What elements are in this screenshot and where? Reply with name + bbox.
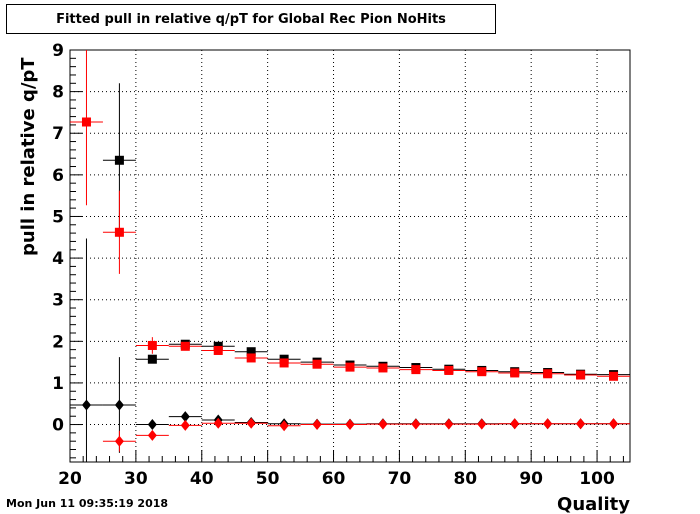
- chart-title-box: Fitted pull in relative q/pT for Global …: [6, 4, 496, 34]
- data-point-diamond: [180, 419, 190, 431]
- y-tick-label: 4: [52, 249, 64, 269]
- data-point-square: [576, 370, 586, 380]
- y-tick-label: 5: [52, 207, 64, 227]
- data-point-diamond: [246, 417, 256, 429]
- x-tick-label: 80: [453, 469, 477, 489]
- data-point-diamond: [114, 399, 124, 411]
- x-tick-label: 50: [256, 469, 280, 489]
- data-point-diamond: [147, 419, 157, 431]
- y-tick-label: 6: [52, 166, 64, 186]
- y-tick-label: 7: [52, 124, 64, 144]
- x-tick-label: 20: [58, 469, 82, 489]
- x-tick-label: 90: [519, 469, 543, 489]
- x-tick-label: 30: [124, 469, 148, 489]
- data-point-square: [246, 353, 256, 363]
- data-point-square: [477, 367, 487, 377]
- data-point-square: [180, 341, 190, 351]
- data-point-square: [378, 363, 388, 373]
- data-point-diamond: [147, 429, 157, 441]
- data-point-square: [114, 227, 124, 237]
- x-axis-label: Quality: [557, 494, 630, 514]
- data-point-square: [609, 371, 619, 381]
- data-point-square: [81, 117, 91, 127]
- series-3: [102, 417, 630, 452]
- plot-frame: [69, 49, 631, 463]
- y-axis-label: pull in relative q/pT: [18, 57, 39, 256]
- data-point-square: [444, 365, 454, 375]
- data-point-diamond: [378, 418, 388, 430]
- data-series: [70, 50, 630, 462]
- y-tick-label: 8: [52, 83, 64, 103]
- x-tick-label: 40: [190, 469, 214, 489]
- data-point-diamond: [279, 420, 289, 432]
- x-tick-label: 60: [322, 469, 346, 489]
- series-0: [102, 83, 630, 380]
- data-point-square: [312, 359, 322, 369]
- x-tick-label: 70: [388, 469, 412, 489]
- data-point-square: [279, 358, 289, 368]
- grid: [70, 50, 630, 462]
- data-point-square: [213, 345, 223, 355]
- data-point-square: [543, 369, 553, 379]
- chart-title: Fitted pull in relative q/pT for Global …: [56, 12, 446, 27]
- x-tick-label: 100: [579, 469, 615, 489]
- data-point-square: [510, 368, 520, 378]
- data-point-diamond: [411, 418, 421, 430]
- data-point-diamond: [510, 418, 520, 430]
- data-point-square: [246, 347, 256, 357]
- data-point-square: [345, 362, 355, 372]
- data-point-diamond: [114, 435, 124, 447]
- data-point-diamond: [477, 418, 487, 430]
- y-tick-label: 3: [52, 291, 64, 311]
- data-point-diamond: [444, 418, 454, 430]
- data-point-diamond: [213, 417, 223, 429]
- y-tick-label: 0: [52, 416, 64, 436]
- data-point-square: [114, 155, 124, 165]
- data-point-diamond: [576, 418, 586, 430]
- plot-border: [69, 49, 631, 463]
- data-point-diamond: [81, 399, 91, 411]
- timestamp: Mon Jun 11 09:35:19 2018: [6, 497, 169, 510]
- data-point-square: [411, 365, 421, 375]
- data-point-diamond: [345, 419, 355, 431]
- axes: 20 30 40 50 60 70 80 90 100 0 1 2 3 4 5 6 7 8 9: [52, 41, 624, 489]
- y-tick-label: 1: [52, 374, 64, 394]
- y-tick-label: 2: [52, 332, 64, 352]
- data-point-diamond: [180, 411, 190, 423]
- series-1: [70, 50, 630, 381]
- data-point-square: [147, 354, 157, 364]
- data-point-diamond: [312, 419, 322, 431]
- data-point-diamond: [609, 418, 619, 430]
- data-point-diamond: [543, 418, 553, 430]
- y-tick-label: 9: [52, 41, 64, 61]
- data-point-square: [147, 340, 157, 350]
